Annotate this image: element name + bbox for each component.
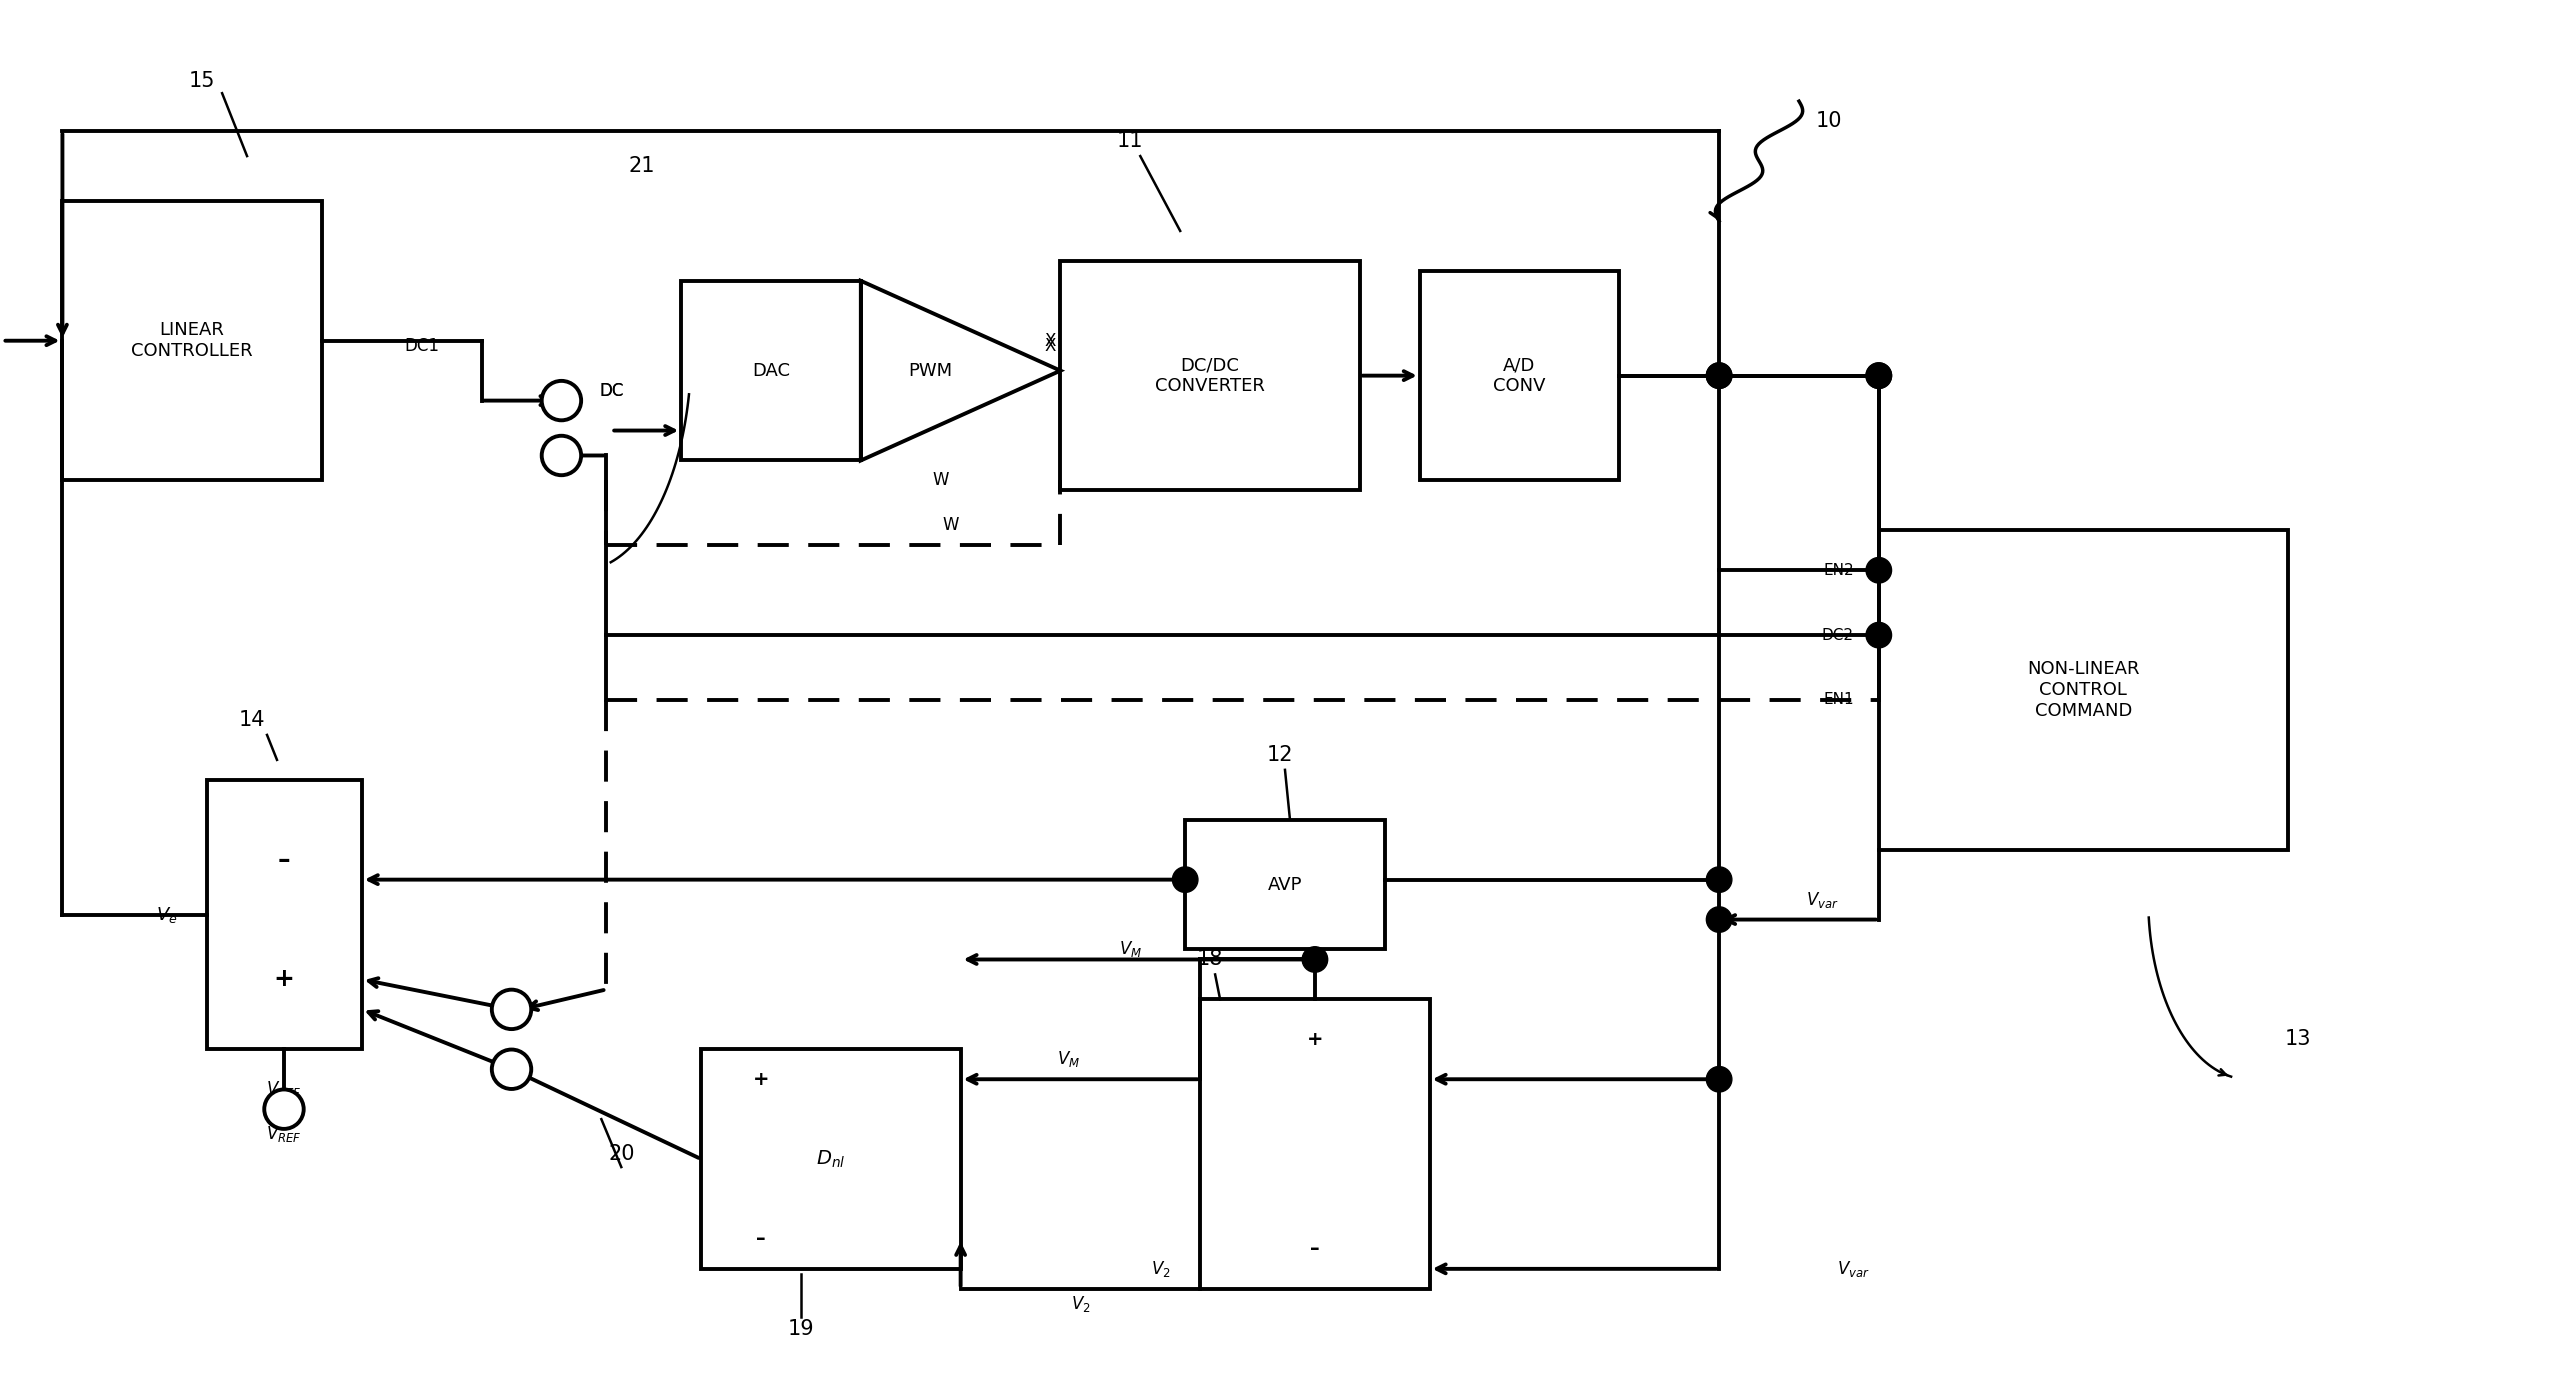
- Text: $D_{nl}$: $D_{nl}$: [815, 1149, 846, 1170]
- Text: NON-LINEAR
CONTROL
COMMAND: NON-LINEAR CONTROL COMMAND: [2026, 660, 2139, 720]
- Text: DC/DC
CONVERTER: DC/DC CONVERTER: [1155, 356, 1265, 395]
- Text: 12: 12: [1267, 745, 1293, 765]
- Text: 21: 21: [629, 156, 654, 176]
- Text: DC: DC: [598, 381, 623, 399]
- Circle shape: [1707, 1067, 1732, 1092]
- Text: $V_{var}$: $V_{var}$: [1806, 889, 1840, 910]
- Bar: [682, 281, 861, 461]
- Text: $V_2$: $V_2$: [1071, 1294, 1091, 1314]
- Circle shape: [1865, 363, 1891, 388]
- Text: +: +: [273, 967, 294, 991]
- Text: DAC: DAC: [751, 362, 789, 380]
- Bar: [207, 780, 363, 1050]
- Text: X: X: [1045, 336, 1055, 355]
- Bar: [1421, 271, 1620, 480]
- Text: +: +: [754, 1069, 769, 1089]
- Bar: [1201, 1000, 1431, 1289]
- Text: –: –: [756, 1230, 766, 1248]
- Text: 18: 18: [1196, 949, 1224, 969]
- Text: DC2: DC2: [1822, 628, 1855, 642]
- Circle shape: [1707, 907, 1732, 933]
- Text: DC1: DC1: [404, 336, 439, 355]
- Text: EN1: EN1: [1824, 692, 1855, 708]
- Text: –: –: [278, 847, 291, 871]
- Text: $V_e$: $V_e$: [156, 905, 176, 924]
- Text: $V_{var}$: $V_{var}$: [1837, 1259, 1870, 1279]
- Text: AVP: AVP: [1267, 875, 1303, 893]
- Circle shape: [1865, 557, 1891, 584]
- Bar: [700, 1050, 961, 1269]
- Circle shape: [1303, 946, 1329, 972]
- Text: EN2: EN2: [1824, 563, 1855, 578]
- Text: $V_M$: $V_M$: [1058, 1050, 1081, 1069]
- Text: W: W: [933, 472, 948, 490]
- Text: 10: 10: [1817, 112, 1842, 131]
- Text: W: W: [943, 517, 958, 535]
- Bar: [1878, 530, 2287, 850]
- Text: X: X: [1045, 332, 1055, 350]
- Text: +: +: [1306, 1030, 1323, 1048]
- Circle shape: [542, 381, 580, 420]
- Text: PWM: PWM: [910, 362, 953, 380]
- Text: 11: 11: [1117, 131, 1145, 151]
- Text: DC: DC: [598, 381, 623, 399]
- Text: $V_2$: $V_2$: [1150, 1259, 1170, 1279]
- Circle shape: [1707, 867, 1732, 892]
- Text: 20: 20: [608, 1145, 634, 1164]
- Circle shape: [263, 1089, 304, 1129]
- Text: $V_{REF}$: $V_{REF}$: [266, 1079, 301, 1099]
- Text: A/D
CONV: A/D CONV: [1492, 356, 1546, 395]
- Circle shape: [1865, 363, 1891, 388]
- Text: $V_M$: $V_M$: [1119, 940, 1142, 959]
- Text: –: –: [1311, 1240, 1321, 1258]
- Circle shape: [1173, 867, 1198, 892]
- Bar: [1186, 819, 1385, 949]
- Text: 19: 19: [787, 1319, 815, 1339]
- Circle shape: [542, 436, 580, 475]
- Text: 14: 14: [238, 711, 266, 730]
- Text: LINEAR
CONTROLLER: LINEAR CONTROLLER: [130, 321, 253, 360]
- Bar: [1060, 261, 1359, 490]
- Bar: [61, 201, 322, 480]
- Text: $V_{REF}$: $V_{REF}$: [266, 1124, 301, 1145]
- Circle shape: [491, 990, 531, 1029]
- Circle shape: [1707, 363, 1732, 388]
- Circle shape: [491, 1050, 531, 1089]
- Text: 15: 15: [189, 71, 215, 91]
- Circle shape: [1707, 363, 1732, 388]
- Text: 13: 13: [2284, 1029, 2312, 1050]
- Circle shape: [1865, 623, 1891, 648]
